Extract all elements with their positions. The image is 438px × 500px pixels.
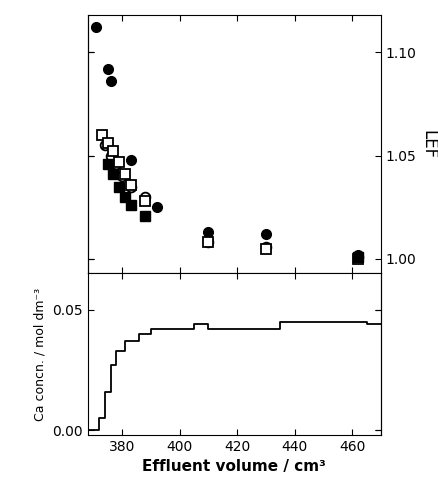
- Y-axis label: LEF: LEF: [420, 130, 438, 159]
- X-axis label: Effluent volume / cm³: Effluent volume / cm³: [142, 460, 326, 474]
- Y-axis label: Ca concn. / mol dm⁻³: Ca concn. / mol dm⁻³: [34, 288, 46, 421]
